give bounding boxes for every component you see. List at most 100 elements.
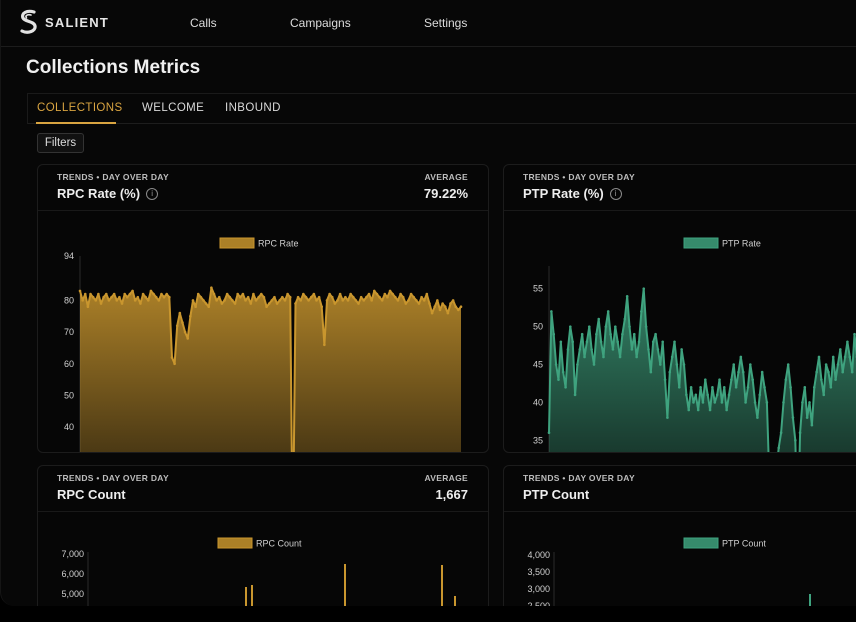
data-point bbox=[302, 292, 305, 296]
legend-label: PTP Count bbox=[722, 539, 766, 549]
data-point bbox=[443, 305, 447, 309]
data-point bbox=[616, 340, 619, 344]
data-point bbox=[173, 362, 176, 366]
data-point bbox=[131, 289, 134, 293]
legend-label: PTP Rate bbox=[722, 239, 761, 249]
data-point bbox=[659, 363, 662, 366]
y-tick-label: 60 bbox=[64, 359, 74, 369]
data-point bbox=[682, 363, 686, 366]
data-point bbox=[162, 295, 166, 299]
data-point bbox=[824, 363, 828, 366]
info-icon[interactable]: i bbox=[146, 187, 159, 200]
data-point bbox=[249, 302, 253, 305]
data-point bbox=[144, 295, 147, 299]
data-point bbox=[782, 401, 785, 404]
data-point bbox=[246, 295, 250, 299]
data-point bbox=[587, 325, 591, 328]
data-point bbox=[843, 355, 847, 359]
nav-calls[interactable]: Calls bbox=[190, 16, 217, 30]
chart-legend: RPC Count bbox=[217, 537, 302, 549]
count-bar bbox=[251, 585, 253, 606]
y-tick-label: 6,000 bbox=[61, 569, 84, 579]
tab-collections[interactable]: COLLECTIONS bbox=[37, 102, 123, 114]
data-point bbox=[199, 295, 203, 299]
bottom-strip bbox=[0, 606, 856, 622]
count-bar bbox=[441, 565, 443, 606]
data-point bbox=[420, 295, 423, 299]
tab-welcome[interactable]: WELCOME bbox=[142, 102, 205, 114]
data-point bbox=[692, 401, 695, 404]
data-point bbox=[233, 302, 237, 305]
top-header: SALIENT Calls Campaigns Settings bbox=[1, 0, 856, 47]
data-point bbox=[401, 295, 405, 299]
card-title-text: PTP Count bbox=[523, 487, 590, 502]
data-point bbox=[656, 348, 660, 351]
chart-legend: PTP Rate bbox=[683, 237, 761, 249]
data-point bbox=[270, 299, 274, 302]
chart-legend: RPC Rate bbox=[219, 237, 299, 249]
average-value: 1,667 bbox=[435, 487, 468, 502]
ptp-rate-card: TRENDS • DAY OVER DAY PTP Rate (%) i PTP… bbox=[503, 164, 856, 453]
data-point bbox=[107, 299, 111, 302]
data-point bbox=[241, 292, 245, 296]
data-point bbox=[120, 302, 124, 305]
data-point bbox=[83, 292, 87, 296]
data-point bbox=[744, 401, 747, 404]
data-point bbox=[737, 370, 740, 374]
data-point bbox=[196, 292, 200, 296]
data-point bbox=[637, 340, 641, 344]
data-point bbox=[841, 370, 844, 374]
data-point bbox=[147, 299, 150, 302]
data-point bbox=[701, 401, 705, 404]
data-point bbox=[165, 292, 169, 296]
data-point bbox=[118, 295, 121, 299]
data-point bbox=[244, 299, 247, 302]
data-point bbox=[756, 416, 759, 419]
y-tick-label: 50 bbox=[533, 322, 543, 332]
data-point bbox=[330, 295, 334, 299]
data-point bbox=[595, 332, 598, 336]
data-point bbox=[128, 292, 132, 296]
data-point bbox=[430, 311, 434, 315]
data-point bbox=[663, 378, 667, 381]
data-point bbox=[425, 292, 429, 296]
data-point bbox=[441, 302, 444, 305]
data-point bbox=[763, 385, 766, 389]
data-point bbox=[375, 292, 379, 296]
ptp-count-card: TRENDS • DAY OVER DAY PTP Count PTP Coun… bbox=[503, 465, 856, 606]
data-point bbox=[404, 302, 408, 305]
data-point bbox=[304, 295, 308, 299]
data-point bbox=[236, 292, 239, 296]
tab-inbound[interactable]: INBOUND bbox=[225, 102, 281, 114]
data-point bbox=[210, 286, 213, 290]
data-point bbox=[604, 325, 608, 328]
data-point bbox=[115, 299, 119, 302]
data-point bbox=[104, 292, 108, 296]
data-point bbox=[732, 363, 736, 366]
data-point bbox=[294, 302, 297, 305]
data-point bbox=[571, 340, 574, 344]
data-point bbox=[559, 340, 563, 344]
data-point bbox=[370, 299, 373, 302]
nav-campaigns[interactable]: Campaigns bbox=[290, 16, 351, 30]
y-tick-label: 80 bbox=[64, 295, 74, 305]
info-icon[interactable]: i bbox=[609, 187, 622, 200]
data-point bbox=[189, 314, 192, 318]
data-point bbox=[786, 363, 790, 366]
data-point bbox=[136, 295, 140, 299]
nav-settings[interactable]: Settings bbox=[424, 16, 468, 30]
y-tick-label: 35 bbox=[533, 435, 543, 445]
legend-swatch bbox=[683, 537, 719, 549]
data-point bbox=[711, 385, 714, 389]
data-point bbox=[561, 370, 565, 374]
data-point bbox=[661, 340, 664, 344]
data-point bbox=[708, 408, 712, 412]
data-point bbox=[760, 370, 764, 374]
data-point bbox=[791, 416, 795, 419]
data-point bbox=[680, 348, 683, 351]
filters-button[interactable]: Filters bbox=[37, 133, 84, 153]
data-point bbox=[283, 299, 287, 302]
data-point bbox=[383, 292, 387, 296]
data-point bbox=[749, 363, 752, 366]
app-logo[interactable]: SALIENT bbox=[19, 9, 109, 35]
